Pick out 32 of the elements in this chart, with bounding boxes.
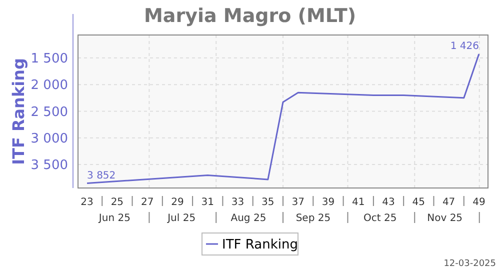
data-label: 3 852 [87, 170, 116, 182]
x-tick-label: 43 [382, 197, 395, 208]
y-tick-label: 3 000 [30, 131, 68, 146]
x2-tick-label: Nov 25 [427, 213, 463, 224]
x-tick-label: 25 [110, 197, 124, 208]
x-tick-label: 31 [201, 197, 214, 208]
x-tick-label: 29 [171, 197, 184, 208]
x-tick-label: 41 [352, 197, 365, 208]
x2-tick-label: Jul 25 [166, 213, 196, 224]
x2-tick-label: Oct 25 [364, 213, 397, 224]
x-tick-label: 23 [80, 197, 94, 208]
y-tick-label: 2 000 [30, 78, 68, 94]
chart-title: Maryia Magro (MLT) [144, 5, 356, 27]
line-series [86, 53, 480, 184]
y-tick-label: 1 500 [30, 51, 68, 66]
data-label: 1 426 [450, 40, 479, 52]
x2-tick-label: Aug 25 [230, 213, 266, 224]
x-tick-label: 33 [231, 197, 244, 208]
x-tick-label: 39 [322, 197, 335, 208]
x2-tick-label: Jun 25 [98, 213, 130, 224]
x-tick-label: 49 [472, 197, 486, 208]
x-tick-label: 27 [140, 197, 154, 208]
x-tick-label: 47 [442, 197, 456, 208]
y-tick-label: 3 500 [30, 158, 68, 174]
y-axis-title: ITF Ranking [9, 58, 28, 165]
legend-label: ITF Ranking [222, 238, 298, 253]
x-tick-label: 37 [292, 197, 304, 208]
y-tick-label: 2 500 [30, 104, 68, 120]
x-tick-label: 35 [262, 197, 274, 208]
x2-tick-label: Sep 25 [296, 213, 331, 224]
text: 12-03-2025 [444, 259, 496, 269]
x-tick-label: 45 [412, 197, 426, 208]
